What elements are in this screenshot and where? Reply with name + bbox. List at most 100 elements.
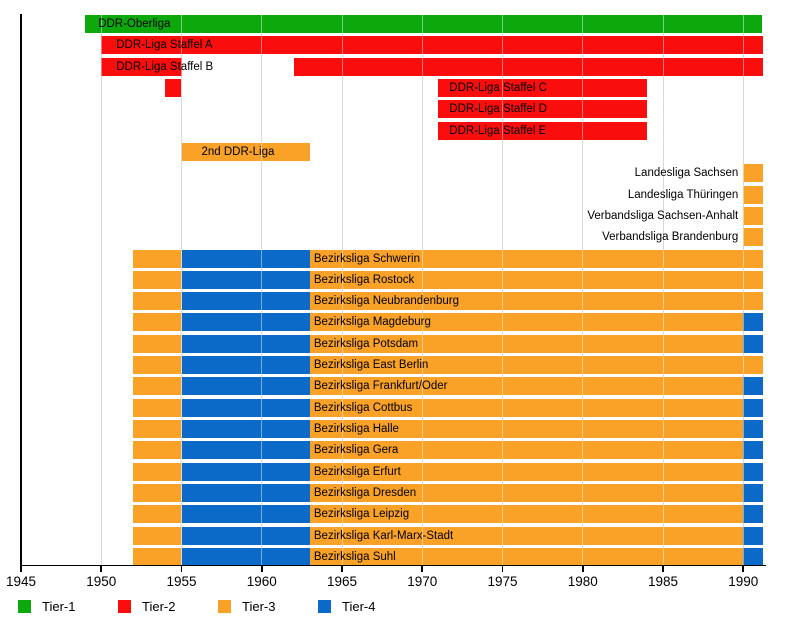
gridline-overlay-1970: [421, 14, 423, 565]
bar-bezirksliga-erfurt-2: [309, 462, 744, 481]
gridline-1980: [582, 14, 584, 565]
bar-bezirksliga-neubrandenburg-1: [181, 292, 310, 311]
bar-bezirksliga-halle-3: [743, 420, 763, 439]
label-ddr-liga-staffel-d: DDR-Liga Staffel D: [449, 103, 547, 116]
tier-2-color-swatch-icon: [118, 600, 131, 613]
gridline-1965: [341, 14, 343, 565]
tick-1965: [341, 564, 343, 572]
bar-ddr-oberliga-0: [85, 15, 763, 33]
bar-bezirksliga-frankfurt-oder-1: [181, 377, 310, 396]
legend-label-tier-2: Tier-2: [142, 599, 176, 614]
bar-bezirksliga-rostock-1: [181, 270, 310, 289]
bar-bezirksliga-dresden-3: [743, 484, 763, 503]
bar-bezirksliga-halle-1: [181, 420, 310, 439]
label-bezirksliga-frankfurt-oder: Bezirksliga Frankfurt/Oder: [313, 380, 448, 393]
bar-bezirksliga-karl-marx-stadt-3: [743, 526, 763, 545]
x-axis-line: [20, 564, 767, 567]
bar-landesliga-thüringen-0: [743, 185, 763, 204]
bar-bezirksliga-karl-marx-stadt-0: [133, 526, 182, 545]
bar-bezirksliga-cottbus-0: [133, 398, 182, 417]
bar-bezirksliga-magdeburg-2: [309, 313, 744, 332]
label-bezirksliga-karl-marx-stadt: Bezirksliga Karl-Marx-Stadt: [313, 529, 454, 542]
label-bezirksliga-rostock: Bezirksliga Rostock: [313, 273, 415, 286]
tick-label-1960: 1960: [246, 574, 277, 589]
bar-bezirksliga-east-berlin-2: [309, 356, 763, 375]
tick-label-1985: 1985: [647, 574, 679, 589]
legend-item-tier-4: Tier-4: [318, 599, 375, 614]
gridline-1985: [662, 14, 664, 565]
bar-bezirksliga-gera-1: [181, 441, 310, 460]
legend-item-tier-1: Tier-1: [18, 599, 75, 614]
bar-bezirksliga-leipzig-2: [309, 505, 744, 524]
bar-bezirksliga-magdeburg-1: [181, 313, 310, 332]
bar-bezirksliga-frankfurt-oder-2: [309, 377, 744, 396]
tick-1980: [581, 564, 584, 572]
gridline-1990: [742, 14, 744, 565]
tick-1975: [501, 564, 504, 572]
label-bezirksliga-east-berlin: Bezirksliga East Berlin: [313, 359, 429, 372]
bar-ddr-liga-staffel-b-0: [101, 57, 182, 76]
bar-bezirksliga-cottbus-3: [743, 398, 763, 417]
bar-bezirksliga-suhl-0: [133, 548, 182, 566]
gridline-overlay-1990: [742, 14, 744, 565]
bar-bezirksliga-gera-0: [133, 441, 182, 460]
label-bezirksliga-gera: Bezirksliga Gera: [313, 444, 399, 457]
gridline-1960: [261, 14, 263, 565]
tick-1985: [662, 564, 664, 572]
bar-bezirksliga-gera-3: [743, 441, 763, 460]
tier-4-color-swatch-icon: [318, 600, 331, 613]
bar-bezirksliga-rostock-2: [309, 270, 763, 289]
bar-bezirksliga-east-berlin-1: [181, 356, 310, 375]
bar-bezirksliga-east-berlin-0: [133, 356, 182, 375]
gridline-overlay-1975: [502, 14, 503, 565]
tick-label-1980: 1980: [567, 574, 598, 589]
gridline-overlay-1955: [181, 14, 182, 565]
label-bezirksliga-magdeburg: Bezirksliga Magdeburg: [313, 316, 431, 329]
tick-1960: [260, 564, 263, 572]
bar-bezirksliga-magdeburg-0: [133, 313, 182, 332]
bar-bezirksliga-rostock-0: [133, 270, 182, 289]
tick-label-1950: 1950: [86, 574, 117, 589]
bar-bezirksliga-schwerin-1: [181, 249, 310, 268]
tick-1950: [100, 564, 103, 572]
y-axis-line: [20, 14, 22, 566]
bar-bezirksliga-erfurt-1: [181, 462, 310, 481]
label-ddr-oberliga: DDR-Oberliga: [98, 18, 171, 30]
bar-ddr-liga-staffel-b-1: [293, 57, 763, 76]
bar-bezirksliga-dresden-2: [309, 484, 744, 503]
bar-ddr-liga-staffel-c-1: [438, 78, 647, 97]
tick-1945: [20, 564, 22, 572]
tick-1955: [180, 564, 183, 572]
tier-1-color-swatch-icon: [18, 600, 31, 613]
bar-bezirksliga-gera-2: [309, 441, 744, 460]
gridline-1950: [100, 14, 102, 565]
label-bezirksliga-erfurt: Bezirksliga Erfurt: [313, 465, 401, 478]
legend-item-tier-2: Tier-2: [118, 599, 175, 614]
tick-label-1965: 1965: [326, 574, 358, 589]
label-ddr-liga-staffel-a: DDR-Liga Staffel A: [116, 39, 213, 52]
bar-landesliga-sachsen-0: [743, 164, 763, 183]
label-ddr-liga-staffel-b: DDR-Liga Staffel B: [116, 60, 214, 73]
label-bezirksliga-neubrandenburg: Bezirksliga Neubrandenburg: [313, 295, 460, 308]
tier-3-color-swatch-icon: [218, 600, 231, 613]
bar-verbandsliga-brandenburg-0: [743, 228, 763, 247]
bar-verbandsliga-sachsen-anhalt-0: [743, 206, 763, 225]
tick-1970: [421, 564, 424, 572]
label-bezirksliga-cottbus: Bezirksliga Cottbus: [313, 401, 413, 414]
tick-label-1955: 1955: [166, 574, 197, 589]
gridline-1955: [181, 14, 182, 565]
gridline-overlay-1985: [662, 14, 664, 565]
bar-bezirksliga-frankfurt-oder-3: [743, 377, 763, 396]
gridline-1970: [421, 14, 423, 565]
bar-bezirksliga-dresden-1: [181, 484, 310, 503]
bar-2nd-ddr-liga-0: [181, 142, 310, 161]
bar-bezirksliga-neubrandenburg-2: [309, 292, 763, 311]
bar-bezirksliga-leipzig-3: [743, 505, 763, 524]
tick-label-1970: 1970: [407, 574, 438, 589]
label-bezirksliga-halle: Bezirksliga Halle: [313, 423, 399, 436]
tick-label-1975: 1975: [487, 574, 518, 589]
label-bezirksliga-suhl: Bezirksliga Suhl: [313, 551, 396, 563]
